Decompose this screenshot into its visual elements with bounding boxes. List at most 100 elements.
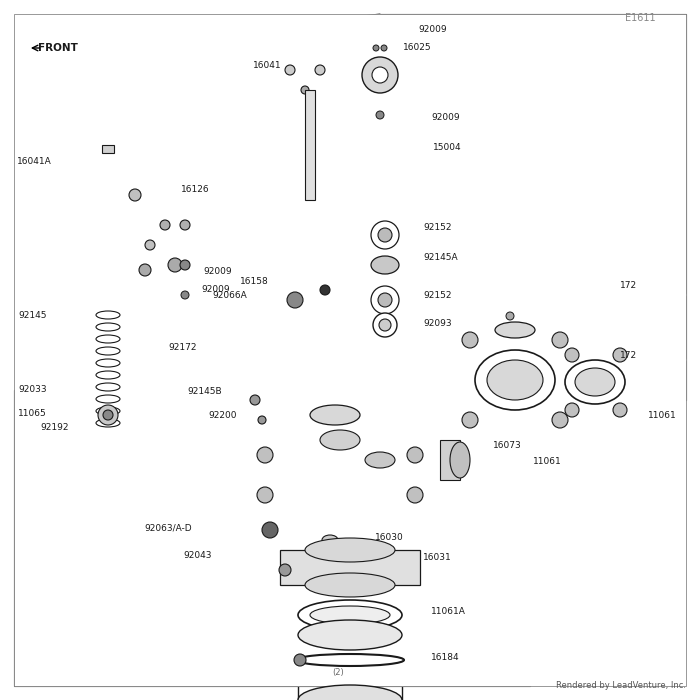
Ellipse shape — [96, 359, 120, 367]
Circle shape — [373, 313, 397, 337]
Text: 11065: 11065 — [18, 409, 47, 417]
Circle shape — [103, 410, 113, 420]
Polygon shape — [285, 60, 325, 95]
Text: 92009: 92009 — [418, 25, 447, 34]
Circle shape — [294, 654, 306, 666]
Text: 16025: 16025 — [403, 43, 432, 52]
Ellipse shape — [96, 383, 120, 391]
Text: 92152: 92152 — [423, 290, 452, 300]
Polygon shape — [455, 330, 575, 430]
Text: 92145A: 92145A — [423, 253, 458, 262]
Bar — [280, 550, 420, 585]
Text: 92152: 92152 — [423, 223, 452, 232]
Bar — [305, 90, 315, 200]
Polygon shape — [240, 415, 440, 520]
Ellipse shape — [298, 600, 402, 630]
Circle shape — [181, 291, 189, 299]
Text: 16031: 16031 — [423, 554, 452, 563]
Circle shape — [250, 395, 260, 405]
Text: (2): (2) — [332, 668, 344, 676]
Bar — [440, 440, 460, 480]
Text: 92145B: 92145B — [188, 388, 222, 396]
Ellipse shape — [298, 620, 402, 650]
Circle shape — [378, 293, 392, 307]
Circle shape — [257, 487, 273, 503]
Text: 11061: 11061 — [533, 458, 561, 466]
Ellipse shape — [305, 547, 395, 583]
Circle shape — [565, 403, 579, 417]
Polygon shape — [145, 210, 205, 275]
Text: 16184: 16184 — [431, 654, 460, 662]
Ellipse shape — [320, 430, 360, 450]
Text: FRONT: FRONT — [38, 43, 78, 53]
Text: 92200: 92200 — [209, 410, 237, 419]
Text: Rendered by LeadVenture, Inc.: Rendered by LeadVenture, Inc. — [556, 682, 686, 690]
Circle shape — [320, 285, 330, 295]
Text: 11061: 11061 — [648, 410, 677, 419]
Text: 172: 172 — [620, 281, 637, 290]
Text: 16030: 16030 — [375, 533, 404, 542]
Circle shape — [129, 189, 141, 201]
Ellipse shape — [310, 405, 360, 425]
Ellipse shape — [305, 538, 395, 562]
Text: E1611: E1611 — [625, 13, 656, 23]
Text: ADVENTURE: ADVENTURE — [219, 474, 580, 526]
Circle shape — [325, 550, 335, 560]
Ellipse shape — [475, 350, 555, 410]
Polygon shape — [558, 345, 632, 418]
Text: 92063/A-D: 92063/A-D — [144, 524, 192, 533]
Text: 16073: 16073 — [494, 440, 522, 449]
Circle shape — [381, 45, 387, 51]
Ellipse shape — [495, 322, 535, 338]
Text: 92172: 92172 — [169, 344, 197, 353]
Circle shape — [379, 319, 391, 331]
Ellipse shape — [310, 606, 390, 624]
Circle shape — [407, 447, 423, 463]
Circle shape — [376, 111, 384, 119]
Circle shape — [462, 412, 478, 428]
Circle shape — [362, 57, 398, 93]
Text: 172: 172 — [620, 351, 637, 360]
Circle shape — [180, 260, 190, 270]
Text: 92033: 92033 — [18, 386, 47, 395]
Ellipse shape — [322, 535, 338, 545]
Text: 92093: 92093 — [423, 318, 452, 328]
Circle shape — [145, 240, 155, 250]
Circle shape — [315, 65, 325, 75]
Circle shape — [613, 348, 627, 362]
Ellipse shape — [96, 347, 120, 355]
Ellipse shape — [96, 323, 120, 331]
Text: 92145: 92145 — [18, 311, 47, 319]
Circle shape — [279, 564, 291, 576]
Circle shape — [552, 412, 568, 428]
Circle shape — [257, 447, 273, 463]
Text: 92192: 92192 — [41, 424, 69, 433]
Circle shape — [373, 45, 379, 51]
Polygon shape — [28, 28, 88, 68]
Circle shape — [613, 403, 627, 417]
Ellipse shape — [371, 256, 399, 274]
Ellipse shape — [96, 419, 120, 427]
Ellipse shape — [96, 335, 120, 343]
Text: 92009: 92009 — [203, 267, 232, 276]
Circle shape — [462, 332, 478, 348]
Circle shape — [378, 228, 392, 242]
Text: 16158: 16158 — [240, 277, 269, 286]
Text: 16126: 16126 — [181, 186, 209, 195]
Ellipse shape — [96, 371, 120, 379]
Ellipse shape — [96, 311, 120, 319]
Ellipse shape — [96, 395, 120, 403]
Text: 92009: 92009 — [431, 113, 460, 122]
Circle shape — [258, 416, 266, 424]
Circle shape — [168, 258, 182, 272]
Circle shape — [565, 348, 579, 362]
Circle shape — [285, 65, 295, 75]
Circle shape — [262, 522, 278, 538]
Circle shape — [139, 264, 151, 276]
Circle shape — [552, 332, 568, 348]
Circle shape — [180, 220, 190, 230]
Ellipse shape — [298, 685, 402, 700]
Circle shape — [287, 292, 303, 308]
Bar — [102, 145, 114, 153]
Ellipse shape — [487, 360, 543, 400]
